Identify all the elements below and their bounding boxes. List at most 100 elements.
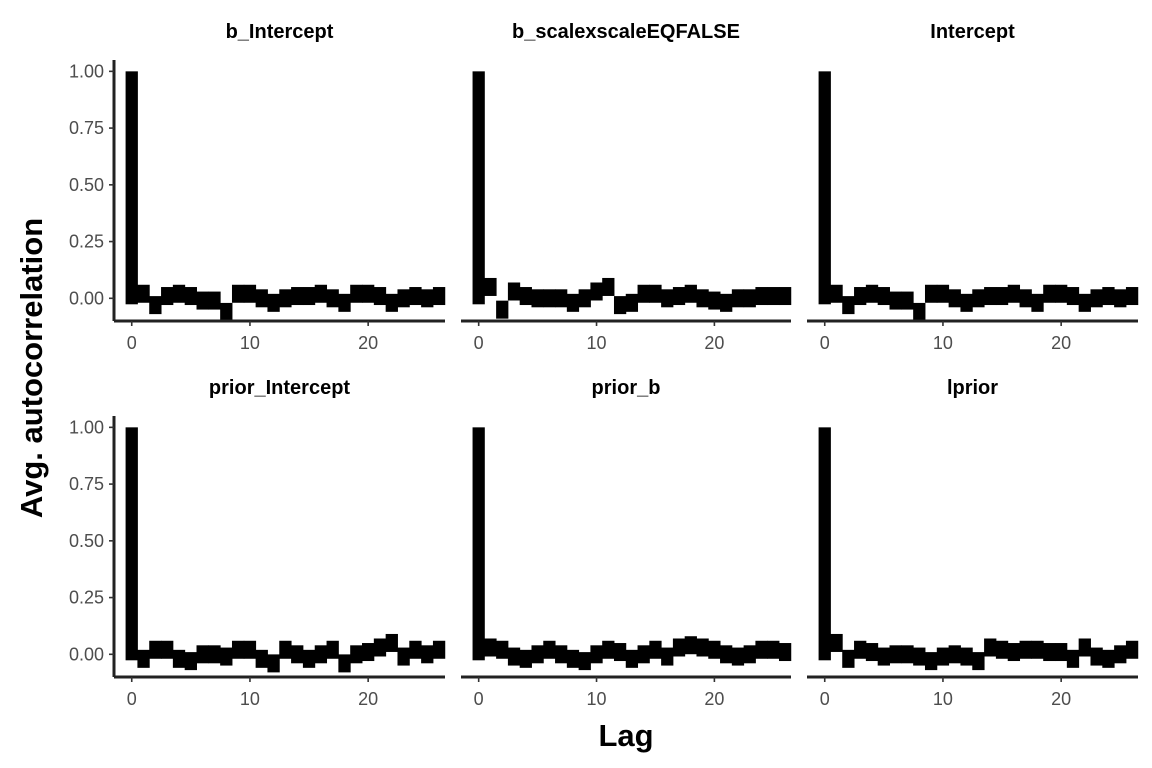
x-tick-label: 20 bbox=[358, 333, 378, 353]
autocorrelation-bar bbox=[531, 645, 544, 664]
autocorrelation-bar bbox=[421, 289, 434, 308]
autocorrelation-bar bbox=[854, 640, 867, 659]
autocorrelation-bar bbox=[149, 296, 162, 315]
autocorrelation-bar bbox=[326, 289, 339, 308]
y-axis-title: Avg. autocorrelation bbox=[14, 218, 49, 518]
facet-panel: lprior 0 10 20 bbox=[807, 377, 1139, 709]
autocorrelation-bar bbox=[279, 289, 292, 308]
autocorrelation-bar bbox=[877, 647, 890, 666]
autocorrelation-bar bbox=[960, 647, 973, 666]
autocorrelation-bar bbox=[995, 287, 1009, 306]
autocorrelation-bar bbox=[889, 291, 902, 310]
autocorrelation-bar bbox=[362, 643, 375, 662]
autocorrelation-bar bbox=[984, 638, 997, 657]
autocorrelation-bar bbox=[496, 300, 509, 319]
autocorrelation-bar bbox=[743, 645, 756, 664]
autocorrelation-bar bbox=[602, 277, 615, 296]
autocorrelation-bar bbox=[590, 645, 603, 664]
autocorrelation-bar bbox=[778, 287, 792, 306]
autocorrelation-bar bbox=[743, 289, 756, 308]
autocorrelation-bar bbox=[1114, 289, 1127, 308]
autocorrelation-bar bbox=[362, 284, 375, 303]
autocorrelation-bar bbox=[255, 289, 268, 308]
autocorrelation-bar bbox=[172, 649, 186, 668]
autocorrelation-bar bbox=[901, 291, 914, 310]
autocorrelation-bar bbox=[960, 293, 973, 312]
facet-panel: prior_Intercept 0.00 0.25 0.50 0.75 1.00 0 10 20 bbox=[69, 377, 446, 709]
facet-title: prior_b bbox=[592, 377, 661, 399]
autocorrelation-bar bbox=[720, 293, 733, 312]
y-tick-label: 0.75 bbox=[69, 474, 104, 494]
autocorrelation-bar bbox=[350, 645, 363, 664]
autocorrelation-bar bbox=[767, 640, 780, 659]
autocorrelation-bar bbox=[625, 649, 639, 668]
autocorrelation-bar bbox=[484, 277, 497, 296]
autocorrelation-bar bbox=[1125, 287, 1139, 306]
autocorrelation-bar bbox=[1055, 284, 1068, 303]
autocorrelation-bar bbox=[1078, 293, 1091, 312]
x-tick-label: 10 bbox=[933, 333, 953, 353]
autocorrelation-bar bbox=[184, 287, 197, 306]
autocorrelation-bar bbox=[1007, 284, 1021, 303]
autocorrelation-bar bbox=[543, 640, 556, 659]
autocorrelation-bar bbox=[755, 640, 768, 659]
x-tick-label: 20 bbox=[1051, 333, 1071, 353]
x-tick-label: 10 bbox=[587, 689, 607, 709]
autocorrelation-bar bbox=[1125, 640, 1139, 659]
autocorrelation-bar bbox=[1055, 643, 1068, 662]
x-tick-label: 20 bbox=[704, 333, 724, 353]
y-tick-label: 0.00 bbox=[69, 288, 104, 308]
autocorrelation-bar bbox=[472, 71, 485, 305]
autocorrelation-bar bbox=[255, 649, 268, 668]
x-tick-label: 0 bbox=[474, 333, 484, 353]
autocorrelation-bar bbox=[1043, 643, 1056, 662]
autocorrelation-bar bbox=[720, 645, 733, 664]
autocorrelation-bar bbox=[373, 287, 387, 306]
facet-title: b_scalexscaleEQFALSE bbox=[512, 21, 740, 43]
autocorrelation-bar bbox=[385, 633, 398, 652]
autocorrelation-bar bbox=[397, 289, 410, 308]
autocorrelation-bar bbox=[1102, 649, 1115, 668]
autocorrelation-bar bbox=[566, 649, 580, 668]
autocorrelation-bar bbox=[397, 647, 410, 666]
x-tick-label: 20 bbox=[358, 689, 378, 709]
autocorrelation-bar bbox=[684, 636, 697, 655]
autocorrelation-bar bbox=[924, 652, 938, 671]
autocorrelation-bar bbox=[184, 652, 197, 671]
autocorrelation-bar bbox=[507, 647, 521, 666]
x-tick-label: 10 bbox=[933, 689, 953, 709]
y-tick-label: 0.50 bbox=[69, 531, 104, 551]
autocorrelation-bar bbox=[578, 652, 591, 671]
autocorrelation-bar bbox=[472, 427, 485, 661]
autocorrelation-bar bbox=[818, 427, 831, 661]
autocorrelation-bar bbox=[1007, 643, 1021, 662]
autocorrelation-bar bbox=[555, 289, 568, 308]
autocorrelation-bar bbox=[350, 284, 363, 303]
autocorrelation-bar bbox=[267, 654, 280, 673]
autocorrelation-bar bbox=[231, 640, 245, 659]
autocorrelation-bar bbox=[755, 287, 768, 306]
autocorrelation-bar bbox=[778, 643, 792, 662]
autocorrelation-bar bbox=[842, 296, 855, 315]
autocorrelation-bar bbox=[496, 640, 509, 659]
autocorrelation-bar bbox=[208, 645, 221, 664]
autocorrelation-bar bbox=[1031, 640, 1044, 659]
autocorrelation-bar bbox=[291, 287, 304, 306]
autocorrelation-bar bbox=[865, 643, 879, 662]
autocorrelation-bar bbox=[830, 633, 843, 652]
autocorrelation-bar bbox=[1019, 640, 1032, 659]
autocorrelation-bar bbox=[948, 645, 961, 664]
autocorrelation-bar bbox=[373, 638, 387, 657]
x-tick-label: 0 bbox=[820, 689, 830, 709]
autocorrelation-bar bbox=[432, 640, 446, 659]
autocorrelation-bar bbox=[149, 640, 162, 659]
autocorrelation-bar bbox=[314, 645, 328, 664]
autocorrelation-bar bbox=[924, 284, 938, 303]
x-tick-label: 0 bbox=[820, 333, 830, 353]
facet-title: prior_Intercept bbox=[209, 377, 350, 399]
y-tick-label: 0.00 bbox=[69, 644, 104, 664]
autocorrelation-bar bbox=[877, 287, 890, 306]
autocorrelation-bar bbox=[267, 293, 280, 312]
facet-panel: b_Intercept 0.00 0.25 0.50 0.75 1.00 0 10 20 bbox=[69, 21, 446, 353]
